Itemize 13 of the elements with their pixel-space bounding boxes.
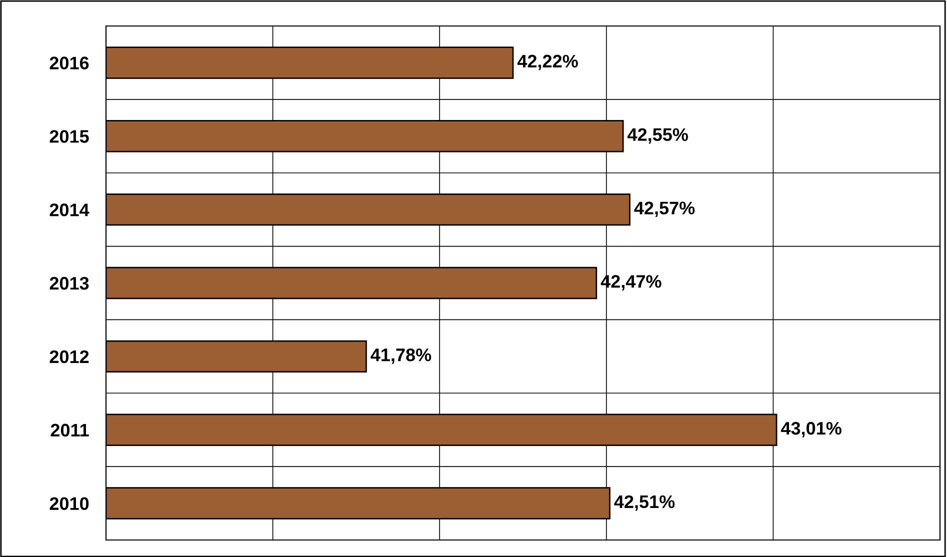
y-tick-label: 2013: [50, 276, 89, 290]
y-tick-label: 2015: [50, 130, 89, 143]
data-label: 43,01%: [780, 422, 842, 438]
y-tick-label: 2010: [50, 497, 89, 510]
data-label: 42,22%: [517, 54, 578, 70]
y-tick-label: 2016: [50, 56, 89, 70]
y-tick-label: 2014: [50, 204, 90, 216]
y-tick-label: 2011: [50, 424, 89, 437]
y-tick-label: 2012: [50, 350, 89, 364]
data-label: 41,78%: [370, 348, 432, 364]
data-label: 42,55%: [628, 128, 688, 144]
data-label: 42,51%: [614, 495, 675, 511]
data-label: 42,57%: [634, 202, 695, 218]
